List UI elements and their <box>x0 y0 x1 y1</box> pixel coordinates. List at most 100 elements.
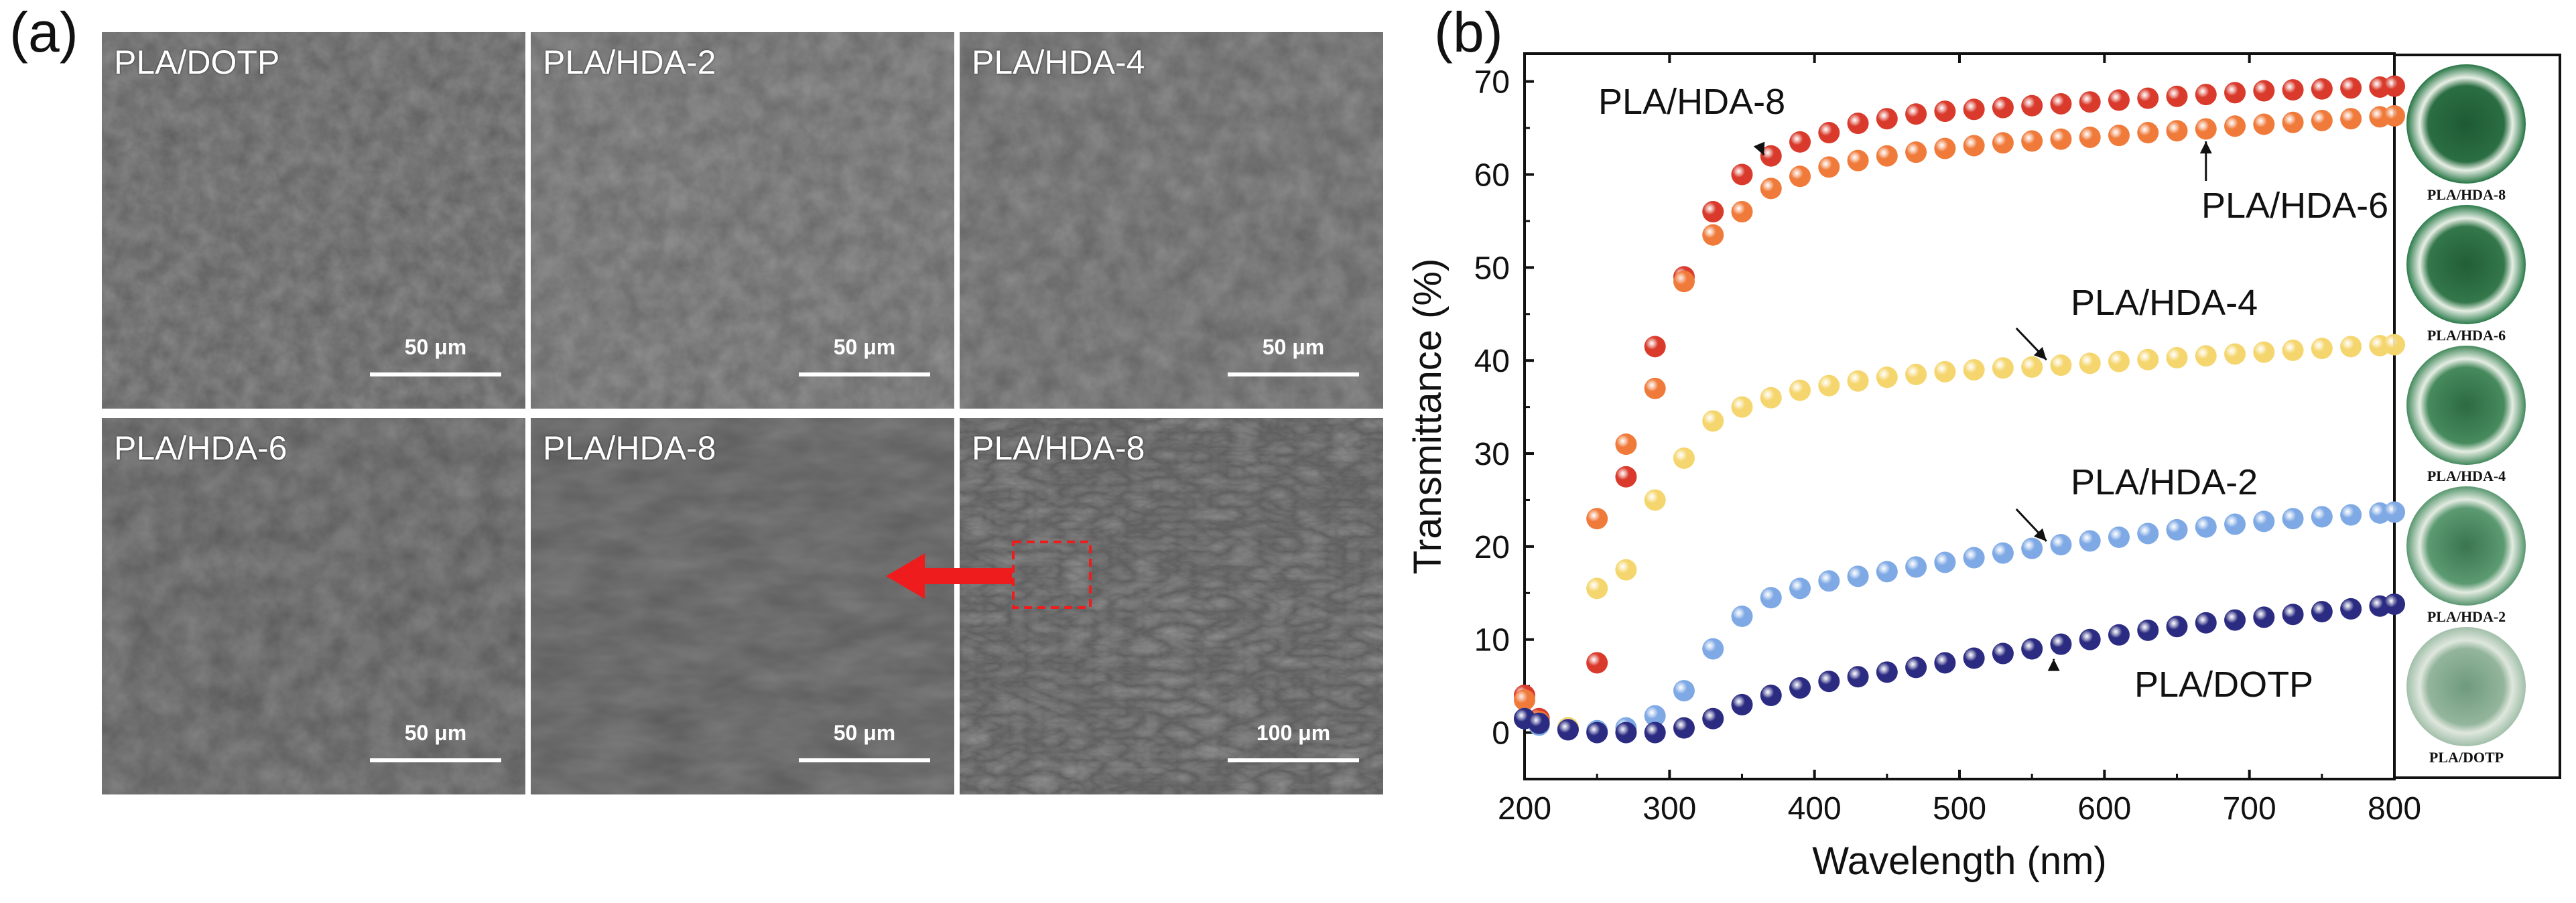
annotation-arrowhead <box>2047 658 2060 671</box>
data-point <box>1905 656 1927 679</box>
scale-bar-text: 100 μm <box>1256 721 1331 745</box>
scale-bar-line <box>799 758 930 762</box>
scale-bar: 50 μm <box>799 335 930 382</box>
y-tick-label: 50 <box>1474 251 1510 286</box>
data-point <box>1992 542 2014 564</box>
data-point <box>1760 387 1782 409</box>
scale-bar: 50 μm <box>799 721 930 768</box>
data-point <box>2050 354 2072 376</box>
data-point <box>1514 689 1535 711</box>
y-tick-label: 30 <box>1474 437 1510 472</box>
zoom-region-box <box>1012 541 1092 609</box>
data-point <box>1876 108 1898 130</box>
annotation-arrowhead <box>1753 141 1765 155</box>
series-annotation: PLA/HDA-6 <box>2201 186 2388 226</box>
data-point <box>1702 224 1724 246</box>
photo-label: PLA/DOTP <box>2429 749 2504 766</box>
data-point <box>1615 433 1637 456</box>
data-point <box>1528 712 1550 734</box>
data-point <box>2384 105 2405 127</box>
data-point <box>1731 606 1753 628</box>
data-point <box>2166 120 2188 142</box>
y-tick-label: 10 <box>1474 623 1510 658</box>
data-point <box>1934 100 1956 123</box>
data-point <box>2282 111 2304 133</box>
data-point <box>2384 501 2405 523</box>
panel-a-sem-grid: (a) PLA/DOTP 50 μm PLA/HDA-2 50 μm PLA/H… <box>9 1 1383 794</box>
photo-label: PLA/HDA-8 <box>2427 186 2506 203</box>
data-point <box>2311 506 2333 528</box>
data-point <box>1934 652 1956 674</box>
series-annotation: PLA/HDA-4 <box>2071 283 2258 323</box>
data-point <box>2108 89 2130 111</box>
scale-bar-line <box>370 758 501 762</box>
data-point <box>2137 87 2159 109</box>
sem-image-hda2: PLA/HDA-2 50 μm <box>531 32 954 409</box>
data-point <box>1818 122 1840 144</box>
data-point <box>1963 359 1985 381</box>
data-point <box>2021 130 2043 152</box>
data-point <box>2224 82 2246 104</box>
annotation-arrowhead <box>2033 528 2047 541</box>
data-point <box>2224 115 2246 137</box>
data-point <box>2253 510 2275 533</box>
scale-bar-text: 50 μm <box>833 335 896 359</box>
data-point <box>2050 534 2072 556</box>
data-point <box>2253 341 2275 363</box>
y-tick-label: 60 <box>1474 158 1510 194</box>
data-point <box>1789 577 1811 600</box>
data-point <box>1963 98 1985 121</box>
data-point <box>1876 366 1898 389</box>
x-tick-label: 700 <box>2223 791 2276 827</box>
data-point <box>1876 661 1898 683</box>
data-point <box>1934 551 1956 573</box>
sem-texture <box>531 32 954 409</box>
data-point <box>1615 721 1637 744</box>
sem-label: PLA/HDA-2 <box>543 44 716 81</box>
sem-texture <box>960 418 1383 794</box>
photo-label: PLA/HDA-2 <box>2427 608 2506 625</box>
scale-bar-line <box>799 372 930 376</box>
data-point <box>1847 370 1869 392</box>
annotation-arrowhead <box>2033 346 2047 360</box>
sem-image-hda8-low-mag: PLA/HDA-8 100 μm <box>960 418 1383 794</box>
y-axis-label: Transmittance (%) <box>1406 259 1450 575</box>
data-point <box>2384 593 2405 615</box>
sem-texture <box>531 418 954 794</box>
y-tick-label: 20 <box>1474 530 1510 565</box>
data-point <box>1905 556 1927 578</box>
data-point <box>2340 336 2362 358</box>
scale-bar: 50 μm <box>370 721 501 768</box>
data-point <box>1876 561 1898 583</box>
data-point <box>1992 642 2014 665</box>
data-point <box>1818 374 1840 397</box>
data-point <box>1644 705 1666 727</box>
sem-label: PLA/HDA-4 <box>972 44 1145 81</box>
chart-marks <box>1514 75 2405 744</box>
data-point <box>2079 352 2101 374</box>
data-point <box>2282 604 2304 626</box>
data-point <box>2195 612 2217 634</box>
data-point <box>2166 616 2188 638</box>
data-point <box>1818 570 1840 592</box>
data-point <box>2137 619 2159 641</box>
data-point <box>2340 77 2362 99</box>
transmittance-chart: 200 300 400 500 600 700 800 0 10 20 30 40 50 60 70 Wave… <box>1406 52 2421 883</box>
panel-a-tag: (a) <box>9 1 78 64</box>
data-point <box>1731 163 1753 186</box>
data-point <box>1760 178 1782 200</box>
y-tick-label: 0 <box>1492 716 1510 752</box>
scale-bar: 50 μm <box>370 335 501 382</box>
y-tick-label: 40 <box>1474 344 1510 379</box>
data-point <box>2311 109 2333 131</box>
photo-label: PLA/HDA-6 <box>2427 327 2506 344</box>
data-point <box>1673 447 1695 469</box>
data-point <box>1847 149 1869 171</box>
data-point <box>2050 92 2072 115</box>
chart-annotations: PLA/HDA-8 PLA/HDA-6 PLA/HDA-4 PLA/HDA-2 PLA/… <box>1598 82 2388 705</box>
data-point <box>1789 165 1811 188</box>
data-point <box>2311 78 2333 100</box>
panel-b-tag: (b) <box>1434 1 1503 64</box>
data-point <box>1760 587 1782 609</box>
data-point <box>1963 135 1985 157</box>
